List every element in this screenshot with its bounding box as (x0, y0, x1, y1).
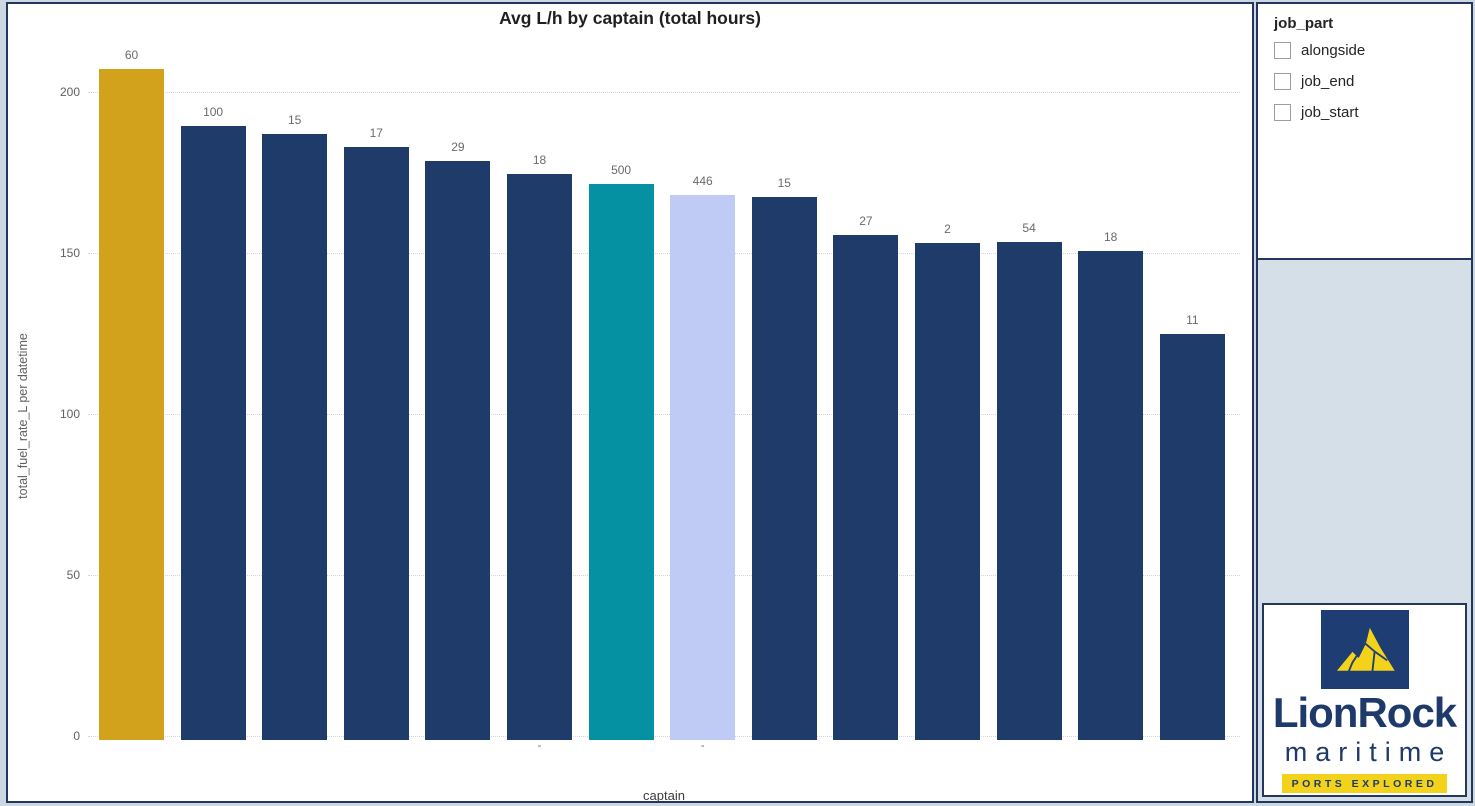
slicer-item-label: job_end (1301, 73, 1355, 90)
x-tick-label: - (537, 740, 542, 752)
gridline-100 (88, 414, 1240, 415)
job-part-slicer: job_part alongside job_end job_start (1258, 4, 1471, 260)
bar-data-label: 11 (1186, 312, 1199, 327)
checkbox-job-start-unchecked[interactable] (1274, 104, 1291, 121)
y-axis-title: total_fuel_rate_L per datetime (16, 333, 30, 499)
slicer-item-alongside[interactable]: alongside (1274, 42, 1455, 59)
bar-captain-12[interactable] (996, 241, 1062, 740)
bar-captain-6[interactable] (507, 174, 572, 740)
bar-captain-11[interactable] (915, 243, 980, 740)
bar-captain-4[interactable] (343, 146, 409, 740)
x-axis-title: captain (643, 788, 685, 803)
bar-captain-1[interactable] (99, 69, 164, 740)
bar-captain-7[interactable] (588, 183, 654, 740)
bar-data-label: 18 (1104, 230, 1118, 245)
bar-data-label: 18 (532, 153, 547, 168)
bar-captain-2[interactable] (180, 125, 246, 740)
bar-data-label: 17 (369, 125, 383, 140)
gridline-150 (88, 253, 1240, 254)
bar-captain-3[interactable] (262, 133, 328, 740)
bar-data-label: 27 (859, 214, 873, 229)
x-tick-label: - (700, 740, 705, 752)
bar-captain-10[interactable] (833, 235, 899, 740)
lionrock-mountain-icon (1320, 610, 1409, 689)
y-tick-label: 200 (59, 85, 80, 99)
plot-area: 0 50 100 150 200 60 100 15 17 29 18 - 500 446 - 15 27 2 54… (60, 48, 1240, 752)
bar-captain-13[interactable] (1078, 251, 1144, 740)
chart-title: Avg L/h by captain (total hours) (499, 8, 761, 28)
y-tick-label: 100 (59, 407, 80, 421)
right-column: job_part alongside job_end job_start (1256, 2, 1473, 803)
slicer-title: job_part (1274, 15, 1334, 32)
slicer-item-job-start[interactable]: job_start (1274, 104, 1455, 121)
bar-captain-8[interactable] (670, 195, 736, 740)
bar-data-label: 446 (692, 174, 713, 189)
empty-panel (1258, 260, 1471, 603)
bar-data-label: 15 (288, 112, 302, 127)
y-tick-label: 150 (59, 246, 80, 260)
gridline-0 (88, 736, 1240, 737)
bar-data-label: 29 (451, 140, 465, 155)
bar-data-label: 500 (611, 162, 632, 177)
checkbox-job-end-unchecked[interactable] (1274, 73, 1291, 90)
y-tick-label: 0 (73, 729, 80, 743)
bar-data-label: 100 (203, 104, 224, 119)
bar-data-label: 54 (1022, 220, 1036, 235)
bar-data-label: 15 (777, 175, 791, 190)
checkbox-alongside-unchecked[interactable] (1274, 42, 1291, 59)
logo-tagline: PORTS EXPLORED (1281, 774, 1448, 793)
bar-captain-9[interactable] (751, 196, 817, 740)
bar-chart-panel: Avg L/h by captain (total hours) total_f… (6, 2, 1254, 803)
bar-captain-5[interactable] (425, 161, 491, 740)
gridline-200 (88, 92, 1240, 93)
bar-data-label: 2 (944, 222, 951, 237)
logo-subtitle: maritime (1284, 737, 1453, 767)
y-tick-label: 50 (66, 568, 80, 582)
mountain-icon (1333, 623, 1397, 672)
slicer-item-job-end[interactable]: job_end (1274, 73, 1455, 90)
gridline-50 (88, 575, 1240, 576)
slicer-item-label: job_start (1301, 104, 1359, 121)
bar-captain-14[interactable] (1159, 333, 1225, 740)
logo-name: LionRock (1272, 689, 1457, 736)
slicer-item-label: alongside (1301, 42, 1366, 59)
lionrock-logo-panel: LionRock maritime PORTS EXPLORED (1262, 603, 1467, 797)
bar-data-label: 60 (124, 48, 139, 63)
